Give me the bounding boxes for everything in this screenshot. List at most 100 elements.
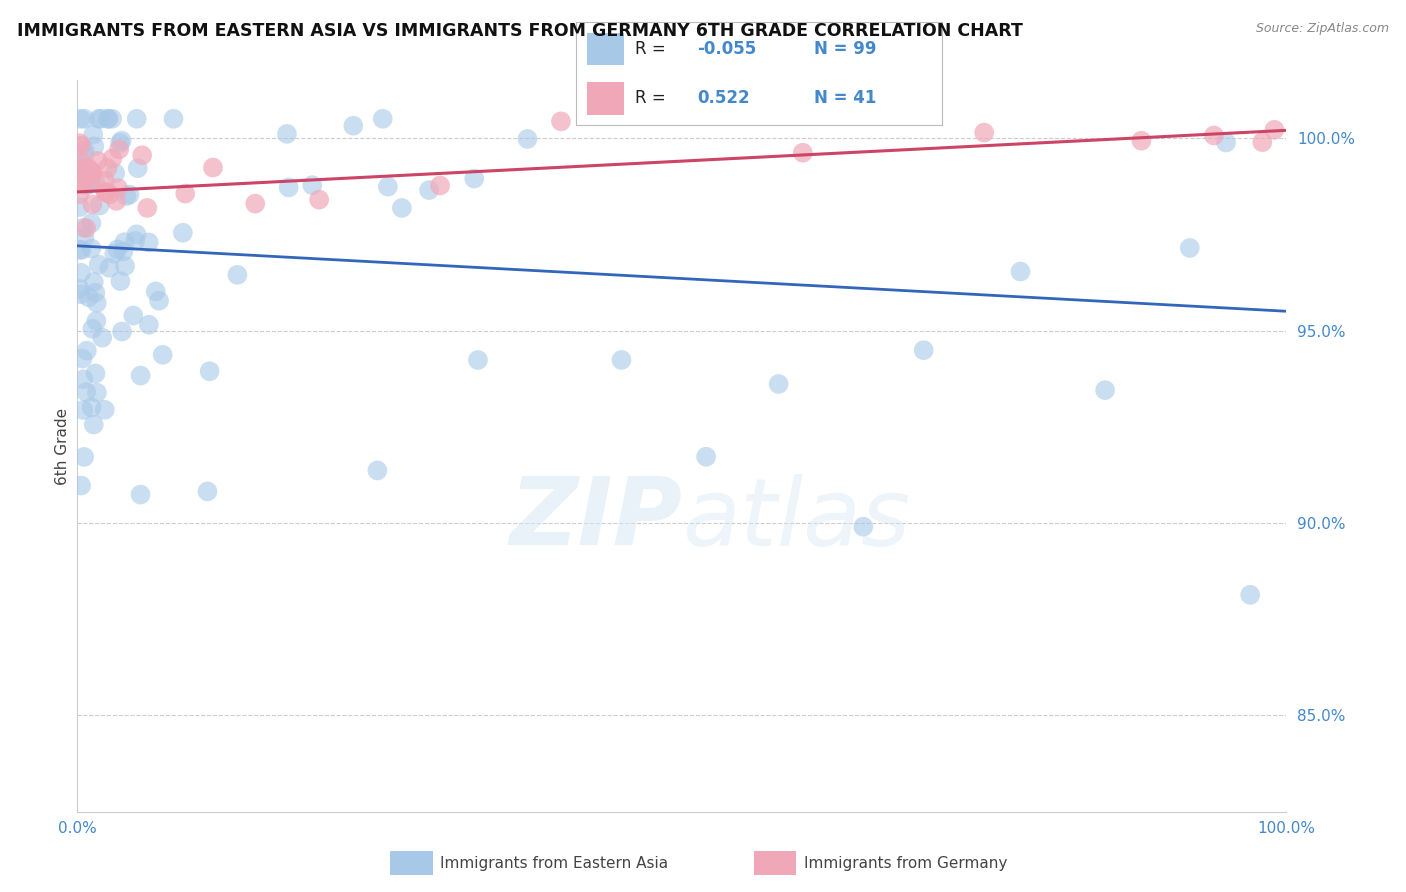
Point — [75, 221, 97, 235]
Point — [308, 193, 330, 207]
Point — [114, 259, 136, 273]
Point — [125, 227, 148, 242]
Text: ZIP: ZIP — [509, 473, 682, 566]
Point — [75, 385, 97, 400]
Point — [129, 487, 152, 501]
Point — [75, 178, 97, 193]
Point — [77, 178, 100, 192]
Bar — [588, 32, 624, 65]
Point — [89, 198, 111, 212]
Point — [1010, 264, 1032, 278]
Point — [276, 127, 298, 141]
Point — [87, 258, 110, 272]
Point — [108, 143, 131, 157]
Point — [69, 287, 91, 301]
Bar — [588, 82, 624, 114]
Point — [118, 187, 141, 202]
Point — [131, 148, 153, 162]
Text: R =: R = — [636, 40, 671, 58]
Point — [1251, 135, 1274, 149]
Point — [105, 194, 128, 208]
Point — [67, 153, 90, 167]
Point — [197, 484, 219, 499]
Point — [107, 243, 129, 257]
Point — [1202, 128, 1225, 143]
Point — [467, 353, 489, 368]
Text: R =: R = — [636, 89, 671, 107]
Point — [138, 318, 160, 332]
Point — [70, 266, 93, 280]
Point — [138, 235, 160, 250]
Point — [73, 165, 96, 179]
Point — [72, 220, 94, 235]
Point — [1130, 134, 1153, 148]
Point — [82, 128, 104, 142]
Point — [550, 114, 572, 128]
Text: IMMIGRANTS FROM EASTERN ASIA VS IMMIGRANTS FROM GERMANY 6TH GRADE CORRELATION CH: IMMIGRANTS FROM EASTERN ASIA VS IMMIGRAN… — [17, 22, 1022, 40]
Point — [107, 181, 129, 195]
Point — [76, 343, 98, 358]
Point — [73, 231, 96, 245]
Point — [162, 112, 184, 126]
Point — [245, 196, 267, 211]
Point — [84, 367, 107, 381]
Point — [115, 189, 138, 203]
Point — [98, 187, 121, 202]
Point — [86, 314, 108, 328]
Point — [94, 185, 117, 199]
Point — [98, 260, 121, 275]
Point — [610, 352, 633, 367]
Point — [69, 161, 91, 175]
Text: atlas: atlas — [682, 474, 910, 565]
Point — [377, 179, 399, 194]
Point — [82, 165, 104, 179]
Point — [104, 166, 127, 180]
Point — [70, 243, 93, 257]
Text: N = 41: N = 41 — [814, 89, 876, 107]
Point — [70, 172, 93, 186]
Point — [695, 450, 717, 464]
Point — [108, 136, 131, 150]
Text: Source: ZipAtlas.com: Source: ZipAtlas.com — [1256, 22, 1389, 36]
Point — [80, 167, 103, 181]
Point — [129, 368, 152, 383]
Point — [77, 290, 100, 304]
Point — [1263, 123, 1285, 137]
Point — [69, 243, 91, 257]
Point — [277, 180, 299, 194]
Bar — [391, 851, 433, 875]
Point — [145, 285, 167, 299]
Point — [89, 112, 111, 126]
Point — [72, 372, 94, 386]
Point — [87, 112, 110, 126]
Point — [111, 134, 134, 148]
Point — [83, 417, 105, 432]
Point — [768, 376, 790, 391]
Point — [69, 174, 91, 188]
Point — [226, 268, 249, 282]
Point — [80, 168, 103, 182]
Point — [96, 185, 118, 199]
Point — [366, 463, 388, 477]
Text: 0.522: 0.522 — [697, 89, 749, 107]
Text: Immigrants from Germany: Immigrants from Germany — [804, 855, 1007, 871]
Point — [136, 201, 159, 215]
Point — [80, 242, 103, 256]
Point — [103, 246, 125, 260]
Point — [172, 226, 194, 240]
Point — [80, 401, 103, 415]
Point — [83, 275, 105, 289]
Point — [174, 186, 197, 201]
Point — [73, 112, 96, 126]
Point — [83, 139, 105, 153]
Point — [70, 478, 93, 492]
Point — [76, 161, 98, 175]
Point — [84, 176, 107, 190]
Point — [1178, 241, 1201, 255]
Point — [84, 285, 107, 300]
Point — [1094, 383, 1116, 397]
Text: N = 99: N = 99 — [814, 40, 876, 58]
Point — [912, 343, 935, 358]
Point — [70, 138, 93, 153]
Point — [124, 234, 146, 248]
